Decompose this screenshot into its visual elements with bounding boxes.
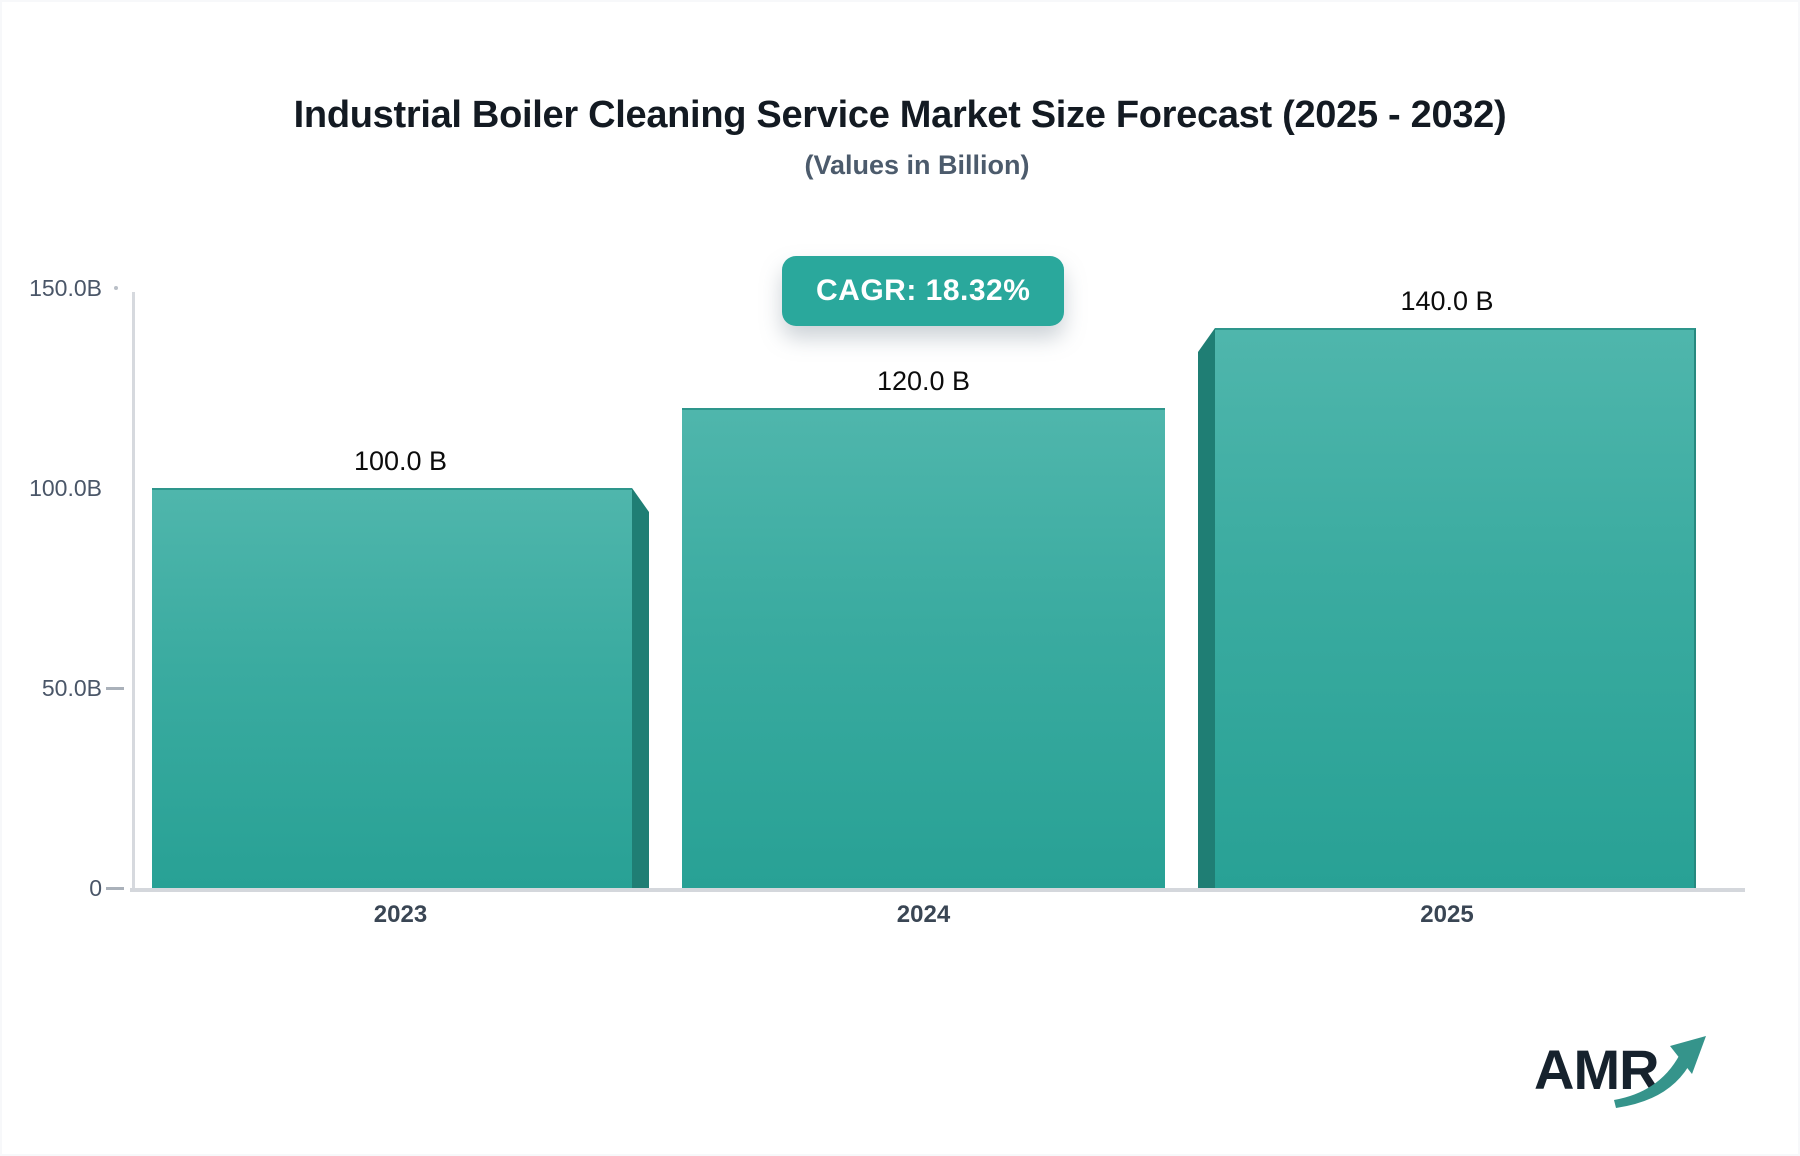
y-axis-label-50: 50.0B	[41, 675, 102, 701]
x-axis-label-2023: 2023	[373, 901, 428, 928]
bar-value-label-2024: 120.0 B	[876, 366, 971, 396]
cagr-badge: CAGR: 18.32%	[782, 256, 1065, 326]
y-axis-label-0: 0	[89, 875, 102, 901]
amr-logo: AMR	[1520, 1030, 1720, 1120]
bar-2024[interactable]	[682, 408, 1165, 888]
bar-2023[interactable]	[152, 488, 632, 888]
y-axis-tick	[106, 687, 124, 690]
bar-side-3d-2023	[632, 488, 649, 888]
bar-value-label-2025: 140.0 B	[1400, 286, 1494, 316]
amr-logo-text: AMR	[1534, 1038, 1660, 1101]
x-axis-label-2024: 2024	[896, 901, 951, 928]
y-axis-label-150: 150.0B	[29, 275, 102, 301]
growth-arrow-icon	[1614, 1036, 1706, 1108]
chart-title: Industrial Boiler Cleaning Service Marke…	[293, 94, 1507, 136]
y-axis-line	[132, 292, 135, 888]
bar-2025[interactable]	[1215, 328, 1696, 888]
y-axis-tick	[106, 887, 124, 890]
y-axis-label-100: 100.0B	[29, 475, 102, 501]
chart-subtitle: (Values in Billion)	[804, 150, 1030, 180]
bar-value-label-2023: 100.0 B	[353, 446, 448, 476]
x-axis-line	[130, 888, 1745, 892]
y-axis-tick	[114, 286, 118, 290]
bar-side-3d-2025	[1198, 328, 1215, 888]
x-axis-label-2025: 2025	[1420, 901, 1474, 928]
